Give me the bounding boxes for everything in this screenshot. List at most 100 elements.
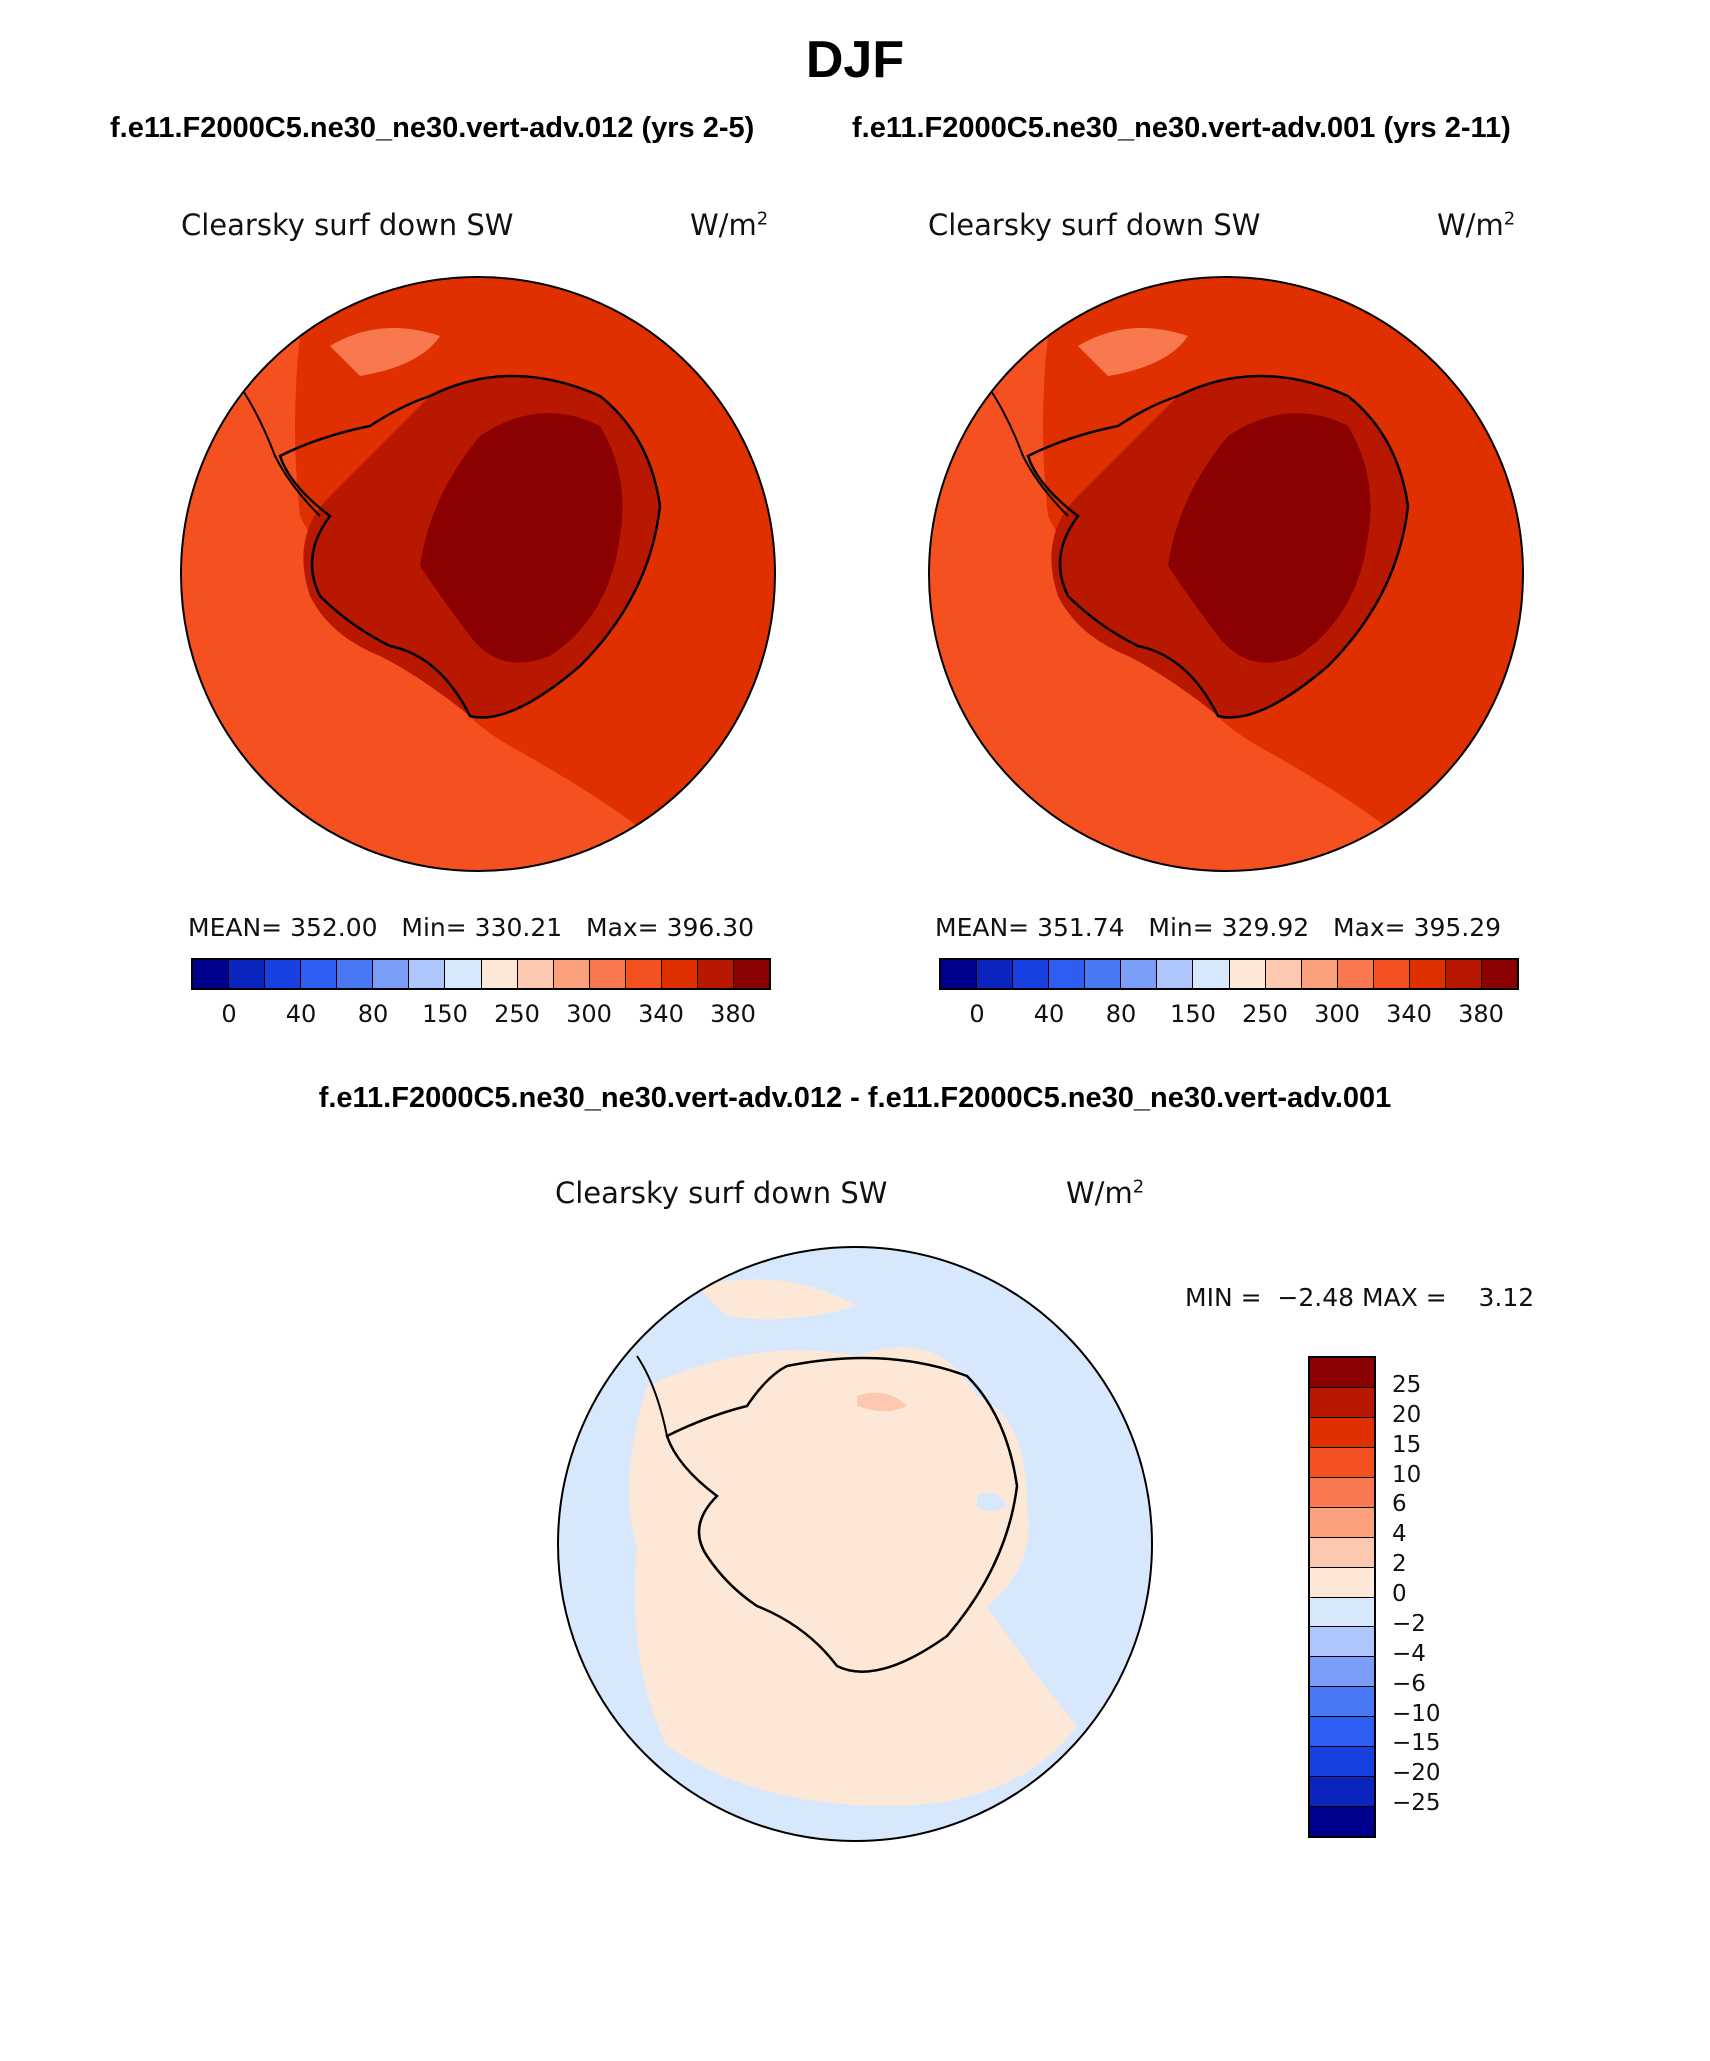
colorbar-swatch <box>733 960 769 988</box>
colorbar-swatch <box>1445 960 1482 988</box>
colorbar-tick-label: 250 <box>494 1000 540 1028</box>
colorbar-swatch <box>1310 1687 1374 1718</box>
colorbar-tick-label: 4 <box>1392 1521 1407 1548</box>
colorbar-swatch <box>1310 1387 1374 1418</box>
colorbar-tick-label: −6 <box>1392 1670 1426 1697</box>
colorbar-swatch <box>1085 960 1122 988</box>
colorbar-swatch <box>977 960 1014 988</box>
colorbar-swatch <box>589 960 626 988</box>
panel-2-variable: Clearsky surf down SW <box>928 208 1261 242</box>
colorbar-tick-label: 0 <box>221 1000 237 1028</box>
colorbar-swatch <box>1310 1657 1374 1688</box>
colorbar-swatch <box>337 960 374 988</box>
colorbar-swatch <box>1157 960 1194 988</box>
colorbar-tick-label: 340 <box>638 1000 684 1028</box>
colorbar-swatch <box>941 960 978 988</box>
colorbar-swatch <box>625 960 662 988</box>
diff-polar-map <box>557 1246 1153 1842</box>
panel-1-stats: MEAN= 352.00 Min= 330.21 Max= 396.30 <box>188 913 754 942</box>
colorbar-tick-label: −25 <box>1392 1790 1441 1817</box>
colorbar-tick-label: 300 <box>1314 1000 1360 1028</box>
colorbar-tick-label: −10 <box>1392 1700 1441 1727</box>
colorbar-swatch <box>1310 1747 1374 1778</box>
colorbar-tick-label: −4 <box>1392 1640 1426 1667</box>
colorbar-swatch <box>1121 960 1158 988</box>
colorbar-tick-label: 2 <box>1392 1551 1407 1578</box>
panel-2-polar-map <box>928 276 1524 872</box>
colorbar-swatch <box>1193 960 1230 988</box>
mean-label: MEAN= <box>935 913 1030 942</box>
colorbar-tick-label: 6 <box>1392 1491 1407 1518</box>
colorbar-swatch <box>1409 960 1446 988</box>
diff-colorbar <box>1308 1356 1376 1838</box>
colorbar-swatch <box>1265 960 1302 988</box>
colorbar-swatch <box>1310 1777 1374 1808</box>
colorbar-tick-label: 0 <box>1392 1581 1407 1607</box>
colorbar-tick-label: 80 <box>1105 1000 1137 1028</box>
case-1-label: f.e11.F2000C5.ne30_ne30.vert-adv.012 (yr… <box>110 112 755 144</box>
min-label: Min= <box>401 913 467 942</box>
panel-2-units: W/m2 <box>1437 208 1516 242</box>
page-title: DJF <box>805 31 905 89</box>
colorbar-swatch <box>1310 1717 1374 1748</box>
colorbar-swatch <box>1310 1567 1374 1598</box>
colorbar-swatch <box>1337 960 1374 988</box>
colorbar-swatch <box>1310 1807 1374 1836</box>
colorbar-tick-label: −2 <box>1392 1610 1426 1637</box>
colorbar-swatch <box>193 960 230 988</box>
mean-value: 351.74 <box>1037 913 1125 942</box>
colorbar-tick-label: 25 <box>1392 1371 1422 1398</box>
colorbar-swatch <box>1229 960 1266 988</box>
diff-max-value: 3.12 <box>1478 1283 1535 1312</box>
colorbar-swatch <box>697 960 734 988</box>
min-value: 329.92 <box>1221 913 1310 942</box>
colorbar-swatch <box>1301 960 1338 988</box>
colorbar-tick-label: 340 <box>1386 1000 1432 1028</box>
colorbar-tick-label: 15 <box>1392 1431 1422 1458</box>
colorbar-swatch <box>445 960 482 988</box>
colorbar-swatch <box>517 960 554 988</box>
colorbar-swatch <box>1481 960 1517 988</box>
panel-1-variable: Clearsky surf down SW <box>181 208 514 242</box>
colorbar-swatch <box>1373 960 1410 988</box>
diff-variable: Clearsky surf down SW <box>555 1176 888 1210</box>
colorbar-tick-label: 250 <box>1242 1000 1288 1028</box>
colorbar-tick-label: 150 <box>422 1000 468 1028</box>
colorbar-swatch <box>1013 960 1050 988</box>
colorbar-swatch <box>1310 1358 1374 1388</box>
colorbar-swatch <box>553 960 590 988</box>
colorbar-swatch <box>1310 1417 1374 1448</box>
diff-max-label: MAX = <box>1362 1283 1447 1312</box>
colorbar-tick-label: 40 <box>1033 1000 1065 1028</box>
colorbar-tick-label: 150 <box>1170 1000 1216 1028</box>
colorbar-tick-label: −20 <box>1392 1760 1441 1787</box>
diff-units: W/m2 <box>1066 1176 1145 1210</box>
panel-1-units: W/m2 <box>690 208 769 242</box>
colorbar-tick-label: −15 <box>1392 1730 1441 1757</box>
colorbar-swatch <box>229 960 266 988</box>
mean-label: MEAN= <box>188 913 283 942</box>
panel-1-polar-map <box>180 276 776 872</box>
colorbar-tick-label: 0 <box>969 1000 985 1028</box>
diff-min-value: −2.48 <box>1277 1283 1355 1312</box>
colorbar-swatch <box>1310 1507 1374 1538</box>
colorbar-tick-label: 380 <box>710 1000 756 1028</box>
max-label: Max= <box>586 913 659 942</box>
panel-1-colorbar <box>191 958 771 990</box>
colorbar-swatch <box>301 960 338 988</box>
mean-value: 352.00 <box>290 913 378 942</box>
panel-2-stats: MEAN= 351.74 Min= 329.92 Max= 395.29 <box>935 913 1501 942</box>
colorbar-swatch <box>1049 960 1086 988</box>
diff-label: f.e11.F2000C5.ne30_ne30.vert-adv.012 - f… <box>318 1082 1392 1114</box>
colorbar-swatch <box>373 960 410 988</box>
colorbar-swatch <box>1310 1447 1374 1478</box>
diff-minmax: MIN = −2.48 MAX = 3.12 <box>1185 1283 1534 1312</box>
colorbar-swatch <box>409 960 446 988</box>
diff-min-label: MIN = <box>1185 1283 1262 1312</box>
panel-2-colorbar <box>939 958 1519 990</box>
max-value: 395.29 <box>1413 913 1502 942</box>
colorbar-swatch <box>661 960 698 988</box>
colorbar-tick-label: 20 <box>1392 1401 1422 1428</box>
colorbar-tick-label: 300 <box>566 1000 612 1028</box>
min-value: 330.21 <box>474 913 563 942</box>
